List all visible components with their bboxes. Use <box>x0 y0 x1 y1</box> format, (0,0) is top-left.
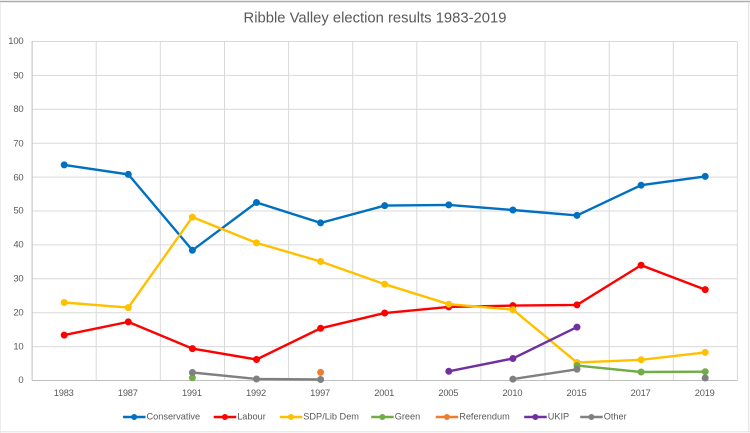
svg-text:70: 70 <box>13 138 23 149</box>
svg-text:0: 0 <box>18 375 23 386</box>
svg-text:80: 80 <box>13 104 23 115</box>
svg-text:30: 30 <box>13 274 23 285</box>
svg-text:2001: 2001 <box>374 388 394 398</box>
svg-text:2019: 2019 <box>695 388 715 398</box>
svg-text:100: 100 <box>8 36 23 47</box>
svg-text:2010: 2010 <box>502 388 522 398</box>
svg-text:Other: Other <box>604 412 627 422</box>
svg-text:1983: 1983 <box>54 388 74 398</box>
svg-text:Conservative: Conservative <box>147 412 201 422</box>
svg-text:UKIP: UKIP <box>548 412 569 422</box>
svg-text:Ribble Valley election results: Ribble Valley election results 1983-2019 <box>244 11 507 27</box>
svg-text:Labour: Labour <box>237 412 266 422</box>
svg-text:Referendum: Referendum <box>459 412 510 422</box>
svg-text:20: 20 <box>13 307 23 318</box>
svg-text:10: 10 <box>13 341 23 352</box>
svg-text:1992: 1992 <box>246 388 266 398</box>
svg-text:Green: Green <box>395 412 421 422</box>
svg-text:60: 60 <box>13 172 23 183</box>
svg-text:2005: 2005 <box>438 388 458 398</box>
svg-text:40: 40 <box>13 240 23 251</box>
svg-text:1987: 1987 <box>118 388 138 398</box>
svg-text:1997: 1997 <box>310 388 330 398</box>
svg-text:SDP/Lib Dem: SDP/Lib Dem <box>303 412 359 422</box>
svg-text:2017: 2017 <box>631 388 651 398</box>
svg-text:2015: 2015 <box>567 388 587 398</box>
svg-text:50: 50 <box>13 206 23 217</box>
svg-text:90: 90 <box>13 71 23 82</box>
svg-text:1991: 1991 <box>182 388 202 398</box>
